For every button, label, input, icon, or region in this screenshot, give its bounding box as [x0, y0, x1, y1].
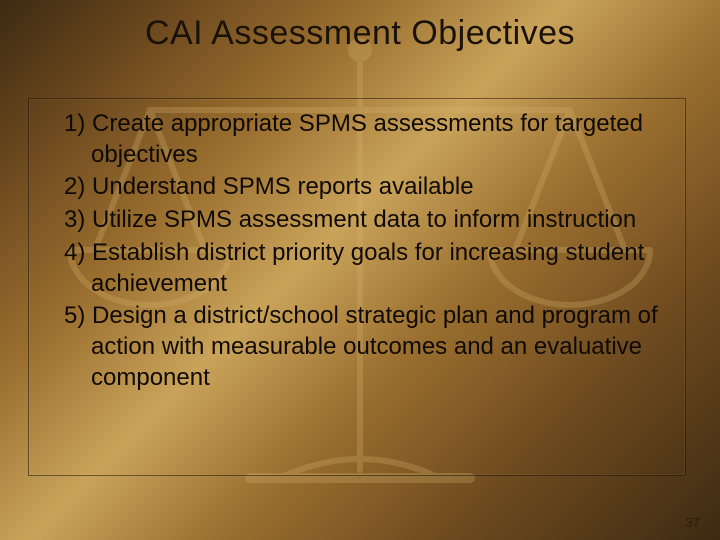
- list-item: 4) Establish district priority goals for…: [43, 238, 667, 299]
- item-number: 4): [64, 239, 85, 266]
- item-text: Create appropriate SPMS assessments for …: [91, 110, 643, 168]
- item-text: Understand SPMS reports available: [92, 173, 474, 200]
- slide-title: CAI Assessment Objectives: [0, 14, 720, 53]
- content-box: 1) Create appropriate SPMS assessments f…: [28, 98, 686, 476]
- objectives-list: 1) Create appropriate SPMS assessments f…: [43, 109, 667, 393]
- list-item: 3) Utilize SPMS assessment data to infor…: [43, 205, 667, 236]
- slide: CAI Assessment Objectives 1) Create appr…: [0, 0, 720, 540]
- item-text: Utilize SPMS assessment data to inform i…: [92, 206, 636, 233]
- item-text: Establish district priority goals for in…: [91, 239, 644, 297]
- list-item: 2) Understand SPMS reports available: [43, 172, 667, 203]
- item-number: 1): [64, 110, 85, 137]
- item-number: 5): [64, 302, 85, 329]
- page-number: 37: [686, 515, 700, 530]
- item-number: 3): [64, 206, 85, 233]
- item-text: Design a district/school strategic plan …: [91, 302, 658, 390]
- list-item: 1) Create appropriate SPMS assessments f…: [43, 109, 667, 170]
- item-number: 2): [64, 173, 85, 200]
- list-item: 5) Design a district/school strategic pl…: [43, 301, 667, 393]
